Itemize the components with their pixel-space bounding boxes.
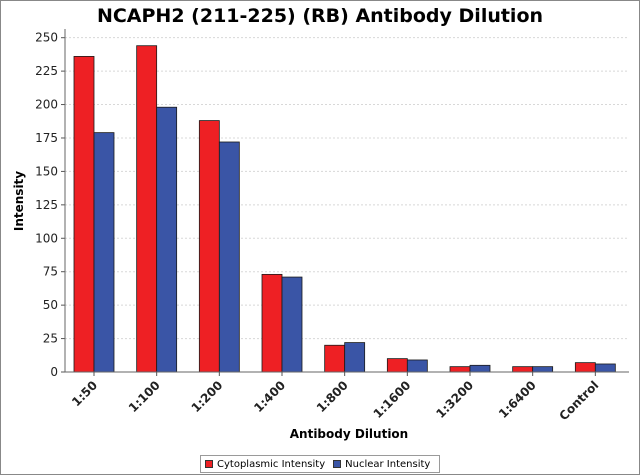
x-tick-label: Control [556,378,601,423]
bar-nuclear-6 [469,364,491,373]
x-tick-label: 1:3200 [433,378,476,421]
bar-nuclear-5 [406,359,428,373]
bar-cytoplasmic-0 [73,56,95,373]
bar-cytoplasmic-7 [512,366,534,373]
x-tick-label: 1:400 [251,378,288,415]
bars [73,45,616,373]
x-tick-label: 1:200 [189,378,226,415]
y-tick-label: 100 [35,231,58,245]
x-tick-label: 1:100 [126,378,163,415]
bar-cytoplasmic-3 [261,273,283,373]
y-tick-label: 50 [43,298,58,312]
x-axis-label: Antibody Dilution [290,427,408,441]
bar-cytoplasmic-5 [386,358,408,373]
y-tick-label: 250 [35,31,58,45]
bar-cytoplasmic-6 [449,366,471,373]
bar-nuclear-4 [344,342,366,373]
x-axis: 1:50 1:100 1:200 1:400 1:800 1:1600 1:3200 1:64… [65,371,629,423]
y-axis: 0 25 50 75 100 125 150 175 200 225 250 [35,29,66,379]
y-tick-label: 125 [35,198,58,212]
y-axis-label: Intensity [12,171,26,231]
legend: Cytoplasmic Intensity Nuclear Intensity [200,455,440,473]
chart-title: NCAPH2 (211-225) (RB) Antibody Dilution [97,5,543,27]
x-tick-label: 1:50 [69,378,100,409]
bar-cytoplasmic-8 [574,362,596,373]
legend-item-cytoplasmic: Cytoplasmic Intensity [205,459,325,470]
y-tick-label: 75 [43,265,58,279]
bar-nuclear-2 [218,141,240,373]
x-tick-label: 1:800 [314,378,351,415]
y-tick-label: 150 [35,164,58,178]
bar-nuclear-8 [594,363,616,373]
bar-cytoplasmic-2 [198,120,220,373]
legend-item-nuclear: Nuclear Intensity [333,459,430,470]
bar-nuclear-7 [532,366,554,373]
bar-cytoplasmic-4 [324,344,346,373]
x-tick-label: 1:1600 [371,378,414,421]
y-tick-label: 175 [35,131,58,145]
legend-swatch-nuclear [333,460,342,468]
legend-label-cytoplasmic: Cytoplasmic Intensity [217,458,326,470]
bar-cytoplasmic-1 [136,45,158,373]
y-tick-label: 200 [35,98,58,112]
y-tick-label: 0 [50,365,58,379]
legend-swatch-cytoplasmic [205,460,213,468]
bar-nuclear-3 [281,276,303,373]
legend-label-nuclear: Nuclear Intensity [345,458,431,470]
y-tick-label: 225 [35,64,58,78]
bar-nuclear-1 [156,106,178,373]
bar-nuclear-0 [93,132,115,373]
y-tick-label: 25 [43,332,58,346]
x-tick-label: 1:6400 [496,378,539,421]
